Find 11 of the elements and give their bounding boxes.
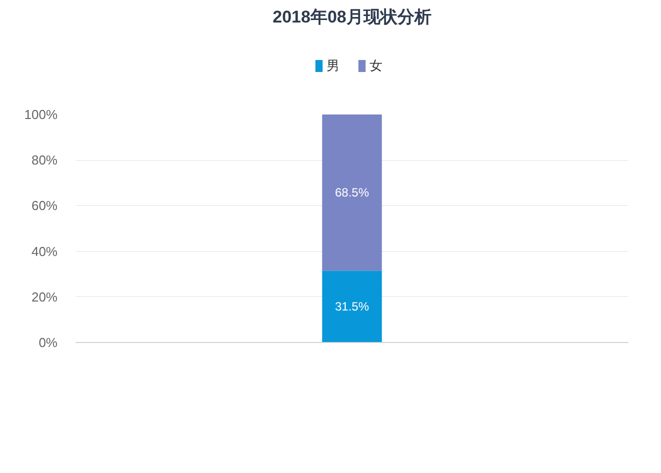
y-tick-label: 40% [31, 244, 58, 259]
data-label: 68.5% [334, 186, 370, 200]
legend-label: 男 [326, 56, 340, 74]
y-tick-label: 80% [31, 152, 58, 168]
y-tick-label: 0% [38, 335, 58, 350]
y-tick-label: 20% [31, 289, 58, 304]
chart-title: 2018年08月现状分析 [272, 8, 432, 26]
y-tick-label: 100% [24, 107, 58, 122]
legend-label: 女 [370, 56, 384, 74]
data-label: 31.5% [334, 300, 370, 314]
y-tick-label: 60% [31, 198, 58, 214]
